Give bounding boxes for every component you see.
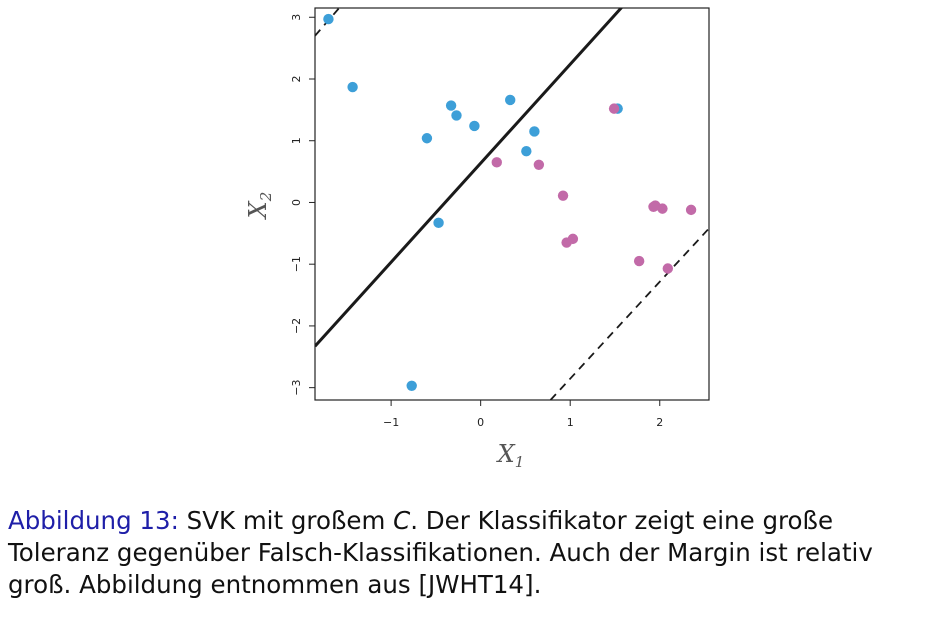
figure-label: Abbildung 13:	[8, 506, 179, 535]
x-axis-label: X1	[496, 440, 525, 471]
data-point-series0-2	[421, 133, 433, 144]
figure-caption: Abbildung 13: SVK mit großem C. Der Klas…	[8, 505, 930, 601]
data-point-series0-10	[433, 217, 444, 229]
data-point-series1-1	[533, 159, 545, 170]
data-point-series0-5	[469, 120, 480, 132]
plot-layer	[315, 8, 709, 400]
y-tick-label: −3	[290, 380, 303, 396]
data-point-series0-6	[505, 94, 516, 106]
x-tick-label: 0	[477, 416, 484, 429]
data-point-series0-11	[406, 380, 417, 392]
data-point-series1-0	[491, 157, 502, 168]
separating-hyperplane	[315, 8, 624, 348]
data-point-series1-3	[557, 190, 569, 201]
y-tick-label: −1	[290, 256, 303, 272]
y-axis-label: X2	[244, 192, 275, 221]
y-tick-label: 2	[290, 75, 303, 82]
x-tick-label: 2	[656, 416, 663, 429]
y-tick-label: 0	[290, 199, 303, 206]
data-point-series0-7	[529, 126, 540, 137]
data-point-series1-9	[567, 233, 579, 245]
data-point-series1-7	[685, 204, 697, 216]
plot-frame	[314, 7, 710, 401]
margin-line-2	[549, 227, 709, 400]
plot-area	[315, 8, 709, 400]
caption-math-c: C	[393, 506, 411, 535]
data-point-series1-10	[633, 255, 645, 267]
caption-text-end: . Der Klassifikator zeigt eine große Tol…	[8, 506, 873, 599]
data-point-series0-3	[445, 100, 457, 111]
data-point-series1-11	[662, 263, 674, 274]
data-point-series1-6	[657, 203, 668, 214]
data-point-series0-1	[347, 81, 358, 93]
svm-scatter-chart: −1 0 1 2 −3 −2 −1 0 1 2 3 X1 X2	[244, 7, 710, 471]
caption-text-start: SVK mit großem	[178, 506, 394, 535]
data-point-series0-4	[451, 110, 462, 121]
data-point-series0-8	[521, 146, 532, 157]
data-point-series0-0	[323, 13, 334, 25]
x-tick-label: 1	[567, 416, 574, 429]
y-tick-label: 3	[290, 14, 303, 21]
y-tick-label: −2	[290, 318, 303, 334]
y-tick-label: 1	[290, 137, 303, 144]
axes: −1 0 1 2 −3 −2 −1 0 1 2 3	[290, 7, 710, 429]
data-point-series1-2	[608, 103, 620, 114]
x-tick-label: −1	[383, 416, 399, 429]
